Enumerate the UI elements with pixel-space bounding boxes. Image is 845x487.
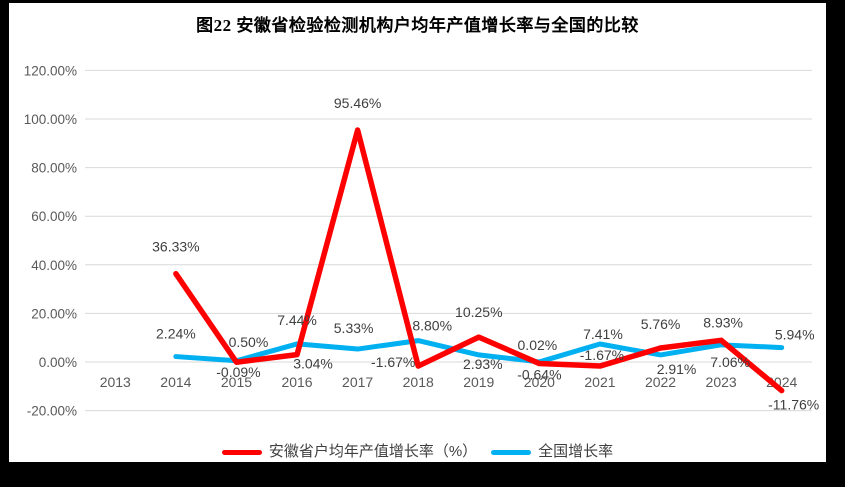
x-axis-tick-label: 2018 xyxy=(403,374,434,390)
x-axis-tick-label: 2023 xyxy=(706,374,737,390)
y-axis-tick-label: 80.00% xyxy=(31,161,77,176)
data-label-anhui-2015: -0.09% xyxy=(216,364,260,380)
y-axis-tick-label: 60.00% xyxy=(31,209,77,224)
chart-legend: 安徽省户均年产值增长率（%） 全国增长率 xyxy=(9,440,826,464)
y-axis-tick-label: 100.00% xyxy=(24,112,77,127)
legend-swatch-anhui-red-line xyxy=(221,449,262,455)
legend-label-anhui: 安徽省户均年产值增长率（%） xyxy=(268,443,478,460)
legend-label-national: 全国增长率 xyxy=(538,443,614,460)
data-label-anhui-2023: 8.93% xyxy=(703,314,743,330)
data-label-anhui-2020: -0.64% xyxy=(517,367,561,383)
data-label-anhui-2024: -11.76% xyxy=(768,397,819,413)
data-label-national-2021: 7.41% xyxy=(583,326,623,342)
data-label-anhui-2019: 10.25% xyxy=(455,304,502,320)
legend-swatch-national-blue-line xyxy=(491,449,532,455)
y-axis-tick-label: 120.00% xyxy=(24,63,77,78)
series-line-national xyxy=(173,338,785,365)
x-axis-tick-label: 2014 xyxy=(160,374,191,390)
x-axis-tick-label: 2013 xyxy=(100,374,131,390)
x-axis-tick-label: 2021 xyxy=(584,374,615,390)
series-line-anhui xyxy=(173,127,785,394)
legend-item-anhui: 安徽省户均年产值增长率（%） xyxy=(221,441,478,463)
data-label-national-2016: 7.44% xyxy=(277,312,317,328)
y-axis-tick-label: 40.00% xyxy=(31,258,77,273)
data-label-national-2018: 8.80% xyxy=(412,318,452,334)
data-label-national-2022: 2.91% xyxy=(657,361,697,377)
data-label-anhui-2016: 3.04% xyxy=(293,356,333,372)
legend-item-national: 全国增长率 xyxy=(491,441,613,463)
data-label-anhui-2018: -1.67% xyxy=(371,354,415,370)
data-label-anhui-2021: -1.67% xyxy=(580,347,624,363)
data-label-national-2017: 5.33% xyxy=(334,320,374,336)
x-axis-tick-label: 2019 xyxy=(463,374,494,390)
y-axis-tick-label: 0.00% xyxy=(39,355,77,370)
data-label-national-2023: 7.06% xyxy=(710,354,750,370)
data-label-anhui-2022: 5.76% xyxy=(641,316,681,332)
x-axis-tick-label: 2020 xyxy=(524,374,555,390)
data-label-national-2014: 2.24% xyxy=(156,326,196,342)
data-label-national-2024: 5.94% xyxy=(775,327,815,343)
data-label-national-2020: 0.02% xyxy=(518,337,558,353)
data-label-anhui-2017: 95.46% xyxy=(334,95,381,111)
y-axis-tick-label: 20.00% xyxy=(31,306,77,321)
chart-title: 图22 安徽省检验检测机构户均年产值增长率与全国的比较 xyxy=(196,16,639,35)
data-label-anhui-2014: 36.33% xyxy=(152,239,199,255)
x-axis-tick-label: 2022 xyxy=(645,374,676,390)
y-axis-tick-label: -20.00% xyxy=(27,404,77,419)
x-axis-tick-label: 2016 xyxy=(281,374,312,390)
chart-background xyxy=(9,3,826,462)
data-label-national-2015: 0.50% xyxy=(229,334,269,350)
x-axis-tick-label: 2015 xyxy=(221,374,252,390)
x-axis-tick-label: 2017 xyxy=(342,374,373,390)
data-label-national-2019: 2.93% xyxy=(463,356,503,372)
